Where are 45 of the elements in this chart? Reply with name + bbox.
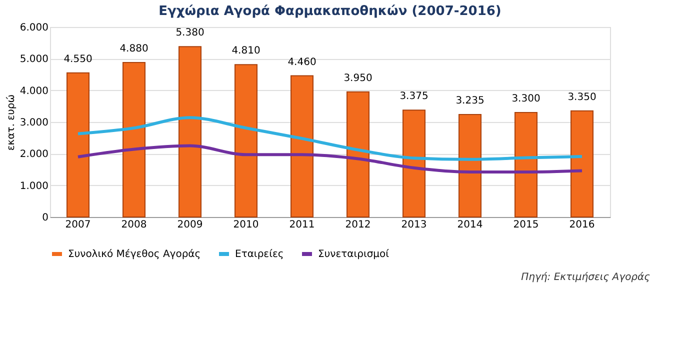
x-tick-label: 2007: [65, 220, 91, 230]
bar: [66, 72, 90, 218]
y-tick-label: 1.000: [20, 180, 48, 192]
x-tick-label: 2015: [513, 220, 539, 230]
bar: [458, 114, 482, 218]
data-label: 4.810: [232, 46, 260, 57]
y-tick-label: 3.000: [20, 118, 48, 128]
legend-label: Εταιρείες: [235, 249, 284, 260]
y-axis-title: εκατ. ευρώ: [6, 94, 17, 151]
x-tick-label: 2012: [345, 220, 371, 230]
bar: [178, 46, 202, 218]
bar: [290, 75, 314, 218]
line-series: [76, 116, 584, 161]
line-series: [76, 144, 584, 174]
bar: [346, 91, 370, 218]
legend-label: Συνεταιρισμοί: [318, 249, 390, 260]
data-label: 4.880: [120, 43, 148, 54]
x-tick-label: 2010: [233, 220, 259, 230]
y-tick-label: 0: [42, 212, 48, 224]
chart-title: Εγχώρια Αγορά Φαρμακαποθηκών (2007-2016): [158, 4, 502, 19]
x-tick-label: 2009: [177, 220, 203, 230]
legend-label: Συνολικό Μέγεθος Αγοράς: [68, 249, 201, 260]
y-tick-label: 6.000: [20, 22, 48, 34]
x-tick-label: 2008: [121, 220, 147, 230]
bar: [514, 112, 538, 218]
bar: [570, 110, 594, 218]
data-label: 5.380: [176, 28, 204, 39]
x-tick-label: 2014: [457, 220, 483, 230]
y-tick-label: 4.000: [20, 86, 48, 97]
data-label: 3.300: [512, 94, 540, 104]
text: Πηγή: Εκτιμήσεις Αγοράς: [521, 272, 650, 283]
x-tick-label: 2016: [569, 220, 595, 230]
data-label: 3.350: [568, 92, 596, 103]
data-label: 4.550: [64, 54, 92, 65]
y-tick-label: 2.000: [20, 149, 48, 160]
x-tick-label: 2013: [401, 220, 427, 230]
bar: [234, 64, 258, 218]
bar: [402, 110, 426, 218]
data-label: 3.375: [400, 91, 428, 102]
x-tick-label: 2011: [289, 220, 315, 230]
y-tick-label: 5.000: [20, 54, 48, 66]
data-label: 3.950: [344, 72, 372, 84]
bar: [122, 62, 146, 218]
data-label: 4.460: [288, 56, 316, 68]
data-label: 3.235: [456, 96, 484, 107]
